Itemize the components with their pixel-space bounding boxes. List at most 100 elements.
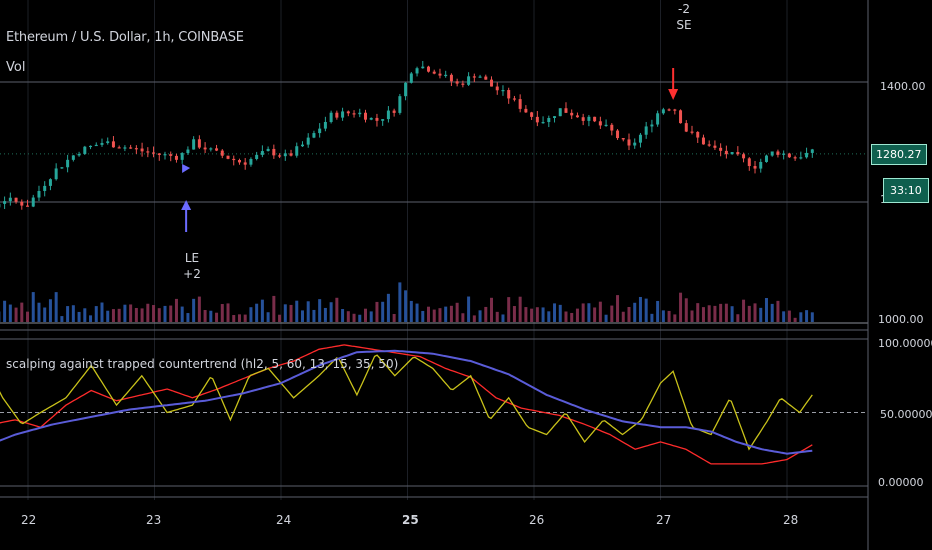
candle-body (753, 166, 757, 169)
volume-bar (197, 296, 201, 322)
candle-body (249, 158, 253, 165)
volume-bar (564, 311, 568, 322)
volume-bar (518, 296, 522, 322)
candle-body (369, 117, 373, 120)
volume-bar (696, 303, 700, 322)
volume-bar (793, 317, 797, 322)
candle-body (770, 151, 774, 156)
volume-bar (478, 310, 482, 322)
candle-body (701, 137, 705, 145)
candle-body (123, 147, 127, 149)
volume-bar (60, 316, 64, 322)
candle-body (237, 160, 241, 163)
price-candles (0, 60, 814, 210)
volume-bar (186, 313, 190, 322)
volume-bar (461, 313, 465, 322)
volume-bar (598, 301, 602, 322)
volume-bar (71, 305, 75, 322)
candle-body (203, 147, 207, 150)
candle-body (169, 154, 173, 156)
candle-body (232, 158, 236, 161)
candle-body (518, 99, 522, 109)
x-tick-25: 25 (402, 513, 419, 527)
candle-body (650, 124, 654, 127)
candle-body (627, 139, 631, 146)
candle-body (192, 139, 196, 150)
candle-body (558, 108, 562, 117)
volume-bar (810, 312, 814, 322)
volume-bar (604, 314, 608, 322)
candle-body (117, 147, 121, 149)
candle-body (656, 113, 660, 125)
volume-bar (764, 298, 768, 322)
candle-body (661, 109, 665, 114)
candle-body (684, 123, 688, 132)
candle-body (289, 153, 293, 156)
long-entry-value: +2 (183, 267, 201, 281)
candle-body (37, 190, 41, 198)
volume-bar (203, 310, 207, 322)
candle-body (89, 145, 93, 148)
candle-body (524, 108, 528, 113)
candle-body (209, 148, 213, 150)
osc-axis-50: 50.00000 (880, 408, 932, 421)
candle-body (610, 124, 614, 131)
volume-bar (633, 302, 637, 322)
volume-bar (512, 306, 516, 322)
candle-body (713, 145, 717, 148)
candle-body (386, 110, 390, 120)
price-axis-1400: 1400.00 (880, 80, 926, 93)
candle-body (266, 148, 270, 152)
volume-bar (318, 299, 322, 322)
volume-bar (249, 307, 253, 322)
candle-body (306, 137, 310, 145)
volume-bar (415, 303, 419, 322)
x-tick-27: 27 (656, 513, 672, 527)
candle-body (83, 146, 87, 154)
volume-bar (20, 302, 24, 322)
candle-body (759, 161, 763, 169)
volume-bar (770, 303, 774, 322)
volume-bar (650, 313, 654, 322)
volume-bar (432, 309, 436, 322)
candle-body (352, 113, 356, 115)
volume-bar (684, 298, 688, 322)
candle-body (323, 121, 327, 129)
volume-bar (421, 310, 425, 322)
candle-body (300, 144, 304, 147)
candle-body (60, 167, 64, 169)
candle-body (805, 152, 809, 158)
volume-bar (575, 308, 579, 322)
short-entry-label: -2 SE (672, 1, 696, 33)
candle-body (43, 185, 47, 191)
volume-bar (587, 303, 591, 322)
volume-bar (673, 314, 677, 322)
countdown-tag: 33:10 (883, 178, 929, 203)
volume-bar (209, 310, 213, 322)
oscillator-lines (0, 344, 813, 465)
volume-bar (787, 310, 791, 322)
candle-body (581, 117, 585, 121)
candle-body (106, 141, 110, 144)
candle-body (180, 153, 184, 160)
candle-body (54, 168, 58, 180)
candle-body (392, 110, 396, 113)
candle-body (220, 150, 224, 156)
candle-body (409, 73, 413, 83)
volume-bar (335, 297, 339, 322)
volume-bar (300, 310, 304, 322)
volume-bar (283, 304, 287, 322)
candle-body (94, 144, 98, 147)
candle-body (146, 151, 150, 153)
volume-bar (530, 308, 534, 322)
x-tick-24: 24 (276, 513, 292, 527)
volume-bar (8, 304, 12, 322)
candle-body (312, 133, 316, 138)
candle-body (100, 143, 104, 145)
volume-bar (3, 300, 7, 322)
volume-bar (547, 311, 551, 322)
volume-bar (157, 308, 161, 322)
candle-body (71, 155, 75, 160)
volume-bar (558, 304, 562, 322)
volume-bar (272, 295, 276, 322)
